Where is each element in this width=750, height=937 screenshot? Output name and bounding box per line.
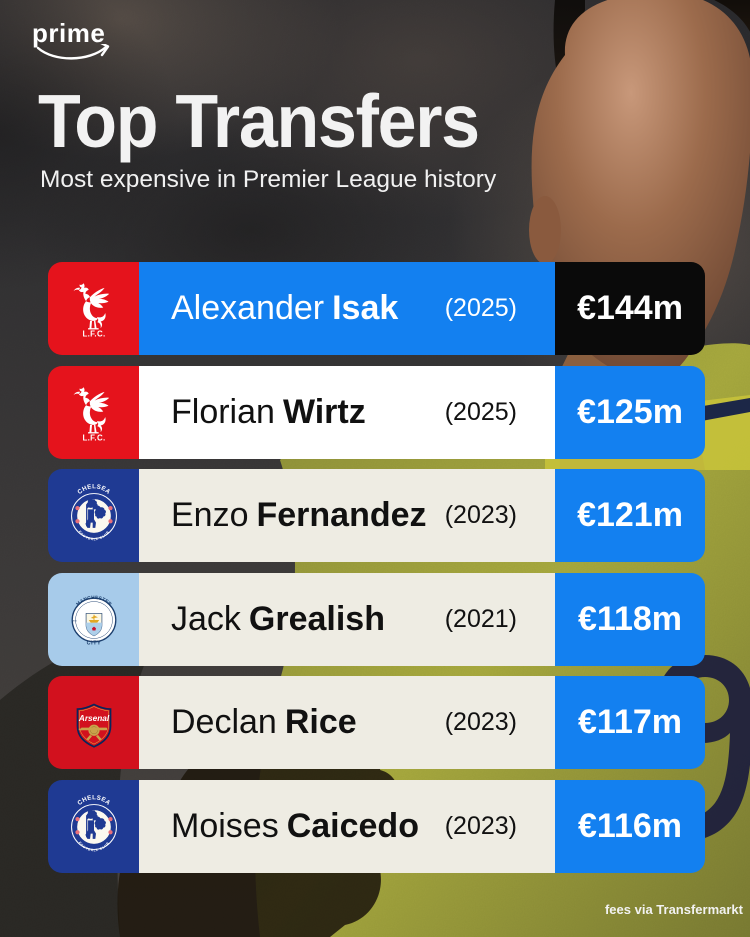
svg-text:L.F.C.: L.F.C. bbox=[82, 329, 105, 338]
svg-text:CITY: CITY bbox=[86, 640, 101, 646]
svg-text:1894: 1894 bbox=[71, 620, 77, 622]
svg-text:L.F.C.: L.F.C. bbox=[82, 433, 105, 442]
svg-text:Arsenal: Arsenal bbox=[77, 714, 109, 723]
